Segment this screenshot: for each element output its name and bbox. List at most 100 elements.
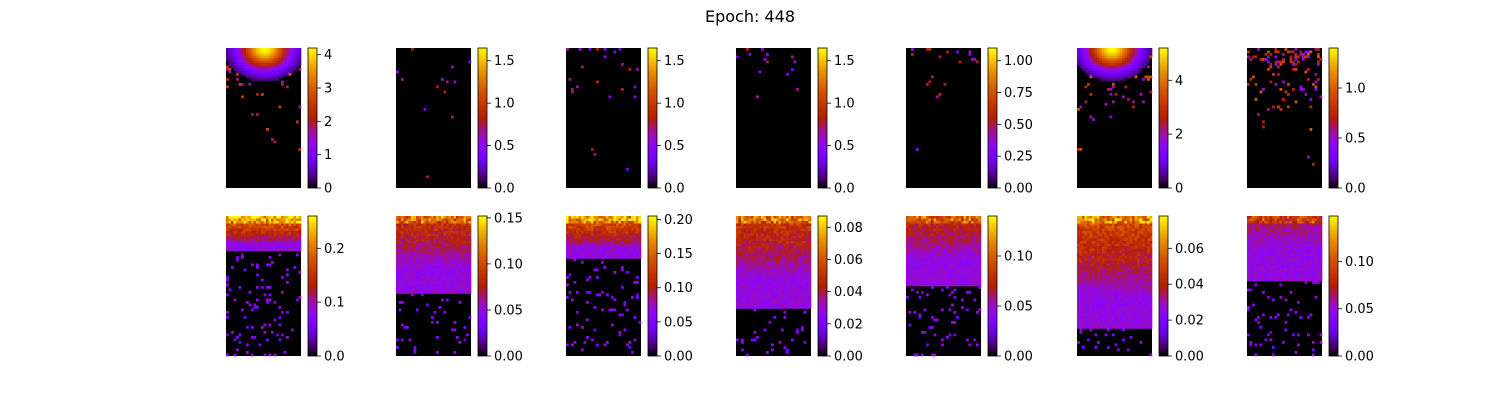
heatmap-cell [246, 343, 249, 347]
heatmap-cell [228, 55, 232, 59]
heatmap-cell [928, 251, 932, 254]
heatmap-cell [263, 233, 267, 237]
heatmap-cell [281, 241, 284, 244]
heatmap-cell [566, 243, 569, 247]
heatmap-cell [978, 266, 982, 269]
heatmap-cell [773, 293, 777, 297]
heatmap-cell [583, 228, 587, 232]
heatmap-cell [791, 246, 794, 249]
heatmap-cell [421, 283, 424, 287]
heatmap-cell [751, 223, 754, 227]
heatmap-cell [251, 263, 254, 267]
heatmap-cell [956, 236, 959, 239]
heatmap-cell [971, 248, 974, 252]
heatmap-cell [576, 226, 579, 229]
heatmap-cell [921, 231, 924, 234]
heatmap-cell [628, 68, 632, 71]
heatmap-cell [286, 268, 289, 272]
heatmap-cell [451, 65, 454, 69]
heatmap-cell [593, 306, 597, 309]
heatmap-cell [436, 253, 439, 257]
heatmap-cell [573, 248, 577, 252]
heatmap-cell [956, 251, 959, 254]
heatmap-cell [976, 253, 979, 257]
heatmap-cell [423, 221, 427, 224]
heatmap-cell [968, 226, 972, 229]
heatmap-cell [1079, 65, 1083, 69]
heatmap-cell [921, 253, 924, 257]
heatmap-cell [411, 271, 414, 274]
heatmap-cell [246, 50, 249, 54]
heatmap-cell [926, 221, 929, 224]
heatmap-cell [263, 218, 267, 222]
heatmap-cell [781, 298, 784, 302]
heatmap-cell [1302, 58, 1305, 61]
heatmap-cell [631, 218, 634, 222]
heatmap-cell [588, 276, 592, 279]
heatmap-cell [428, 253, 432, 257]
heatmap-cell [803, 283, 807, 287]
heatmap-cell [263, 248, 267, 252]
heatmap-cell [298, 218, 302, 222]
heatmap-cell [586, 231, 589, 234]
heatmap-cell [428, 248, 432, 252]
heatmap-cell [963, 271, 967, 274]
heatmap-cell [758, 243, 762, 247]
heatmap-cell [963, 216, 967, 219]
heatmap-cell [596, 343, 599, 347]
heatmap-cell [261, 223, 264, 227]
heatmap-cell [241, 248, 244, 252]
heatmap-cell [1269, 53, 1273, 56]
heatmap-cell [753, 246, 757, 249]
heatmap-cell [401, 223, 404, 227]
heatmap-cell [246, 246, 249, 249]
heatmap-cell [633, 338, 637, 342]
heatmap-cell [441, 78, 444, 81]
heatmap-cell [423, 286, 427, 289]
heatmap-cell [758, 258, 762, 262]
heatmap-cell [396, 288, 399, 292]
heatmap-cell [408, 266, 412, 269]
heatmap-cell [466, 281, 469, 284]
heatmap-cell [1119, 55, 1123, 59]
heatmap-cell [761, 301, 764, 304]
heatmap-cell [268, 293, 272, 297]
heatmap-cell [613, 271, 617, 274]
heatmap-cell [961, 251, 964, 254]
heatmap-cell [418, 251, 422, 254]
heatmap-cell [768, 293, 772, 297]
heatmap-cell [268, 231, 272, 234]
heatmap-cell [436, 271, 439, 274]
heatmap-cell [783, 303, 787, 307]
heatmap-cell [1299, 53, 1303, 56]
heatmap-cell [456, 238, 459, 242]
heatmap-cell [1284, 48, 1288, 51]
heatmap-cell [611, 243, 614, 247]
heatmap-cell [738, 298, 742, 302]
heatmap-cell [803, 258, 807, 262]
heatmap-cell [271, 238, 274, 242]
heatmap-cell [431, 233, 434, 237]
heatmap-cell [458, 283, 462, 287]
heatmap-cell [468, 291, 472, 294]
heatmap-cell [231, 241, 234, 244]
heatmap-cell [638, 216, 642, 219]
heatmap-cell [938, 241, 942, 244]
heatmap-cell [603, 243, 607, 247]
heatmap-cell [768, 226, 772, 229]
heatmap-cell [248, 231, 252, 234]
heatmap-cell [1304, 55, 1308, 59]
heatmap-cell [566, 218, 569, 222]
heatmap-cell [741, 233, 744, 237]
heatmap-cell [628, 218, 632, 222]
heatmap-cell [263, 50, 267, 54]
heatmap-cell [798, 258, 802, 262]
heatmap-cell [1092, 53, 1095, 56]
heatmap-cell [283, 236, 287, 239]
heatmap-cell [631, 256, 634, 259]
heatmap-cell [451, 221, 454, 224]
heatmap-cell [808, 241, 812, 244]
heatmap-cell [408, 291, 412, 294]
heatmap-cell [958, 241, 962, 244]
heatmap-cell [803, 286, 807, 289]
